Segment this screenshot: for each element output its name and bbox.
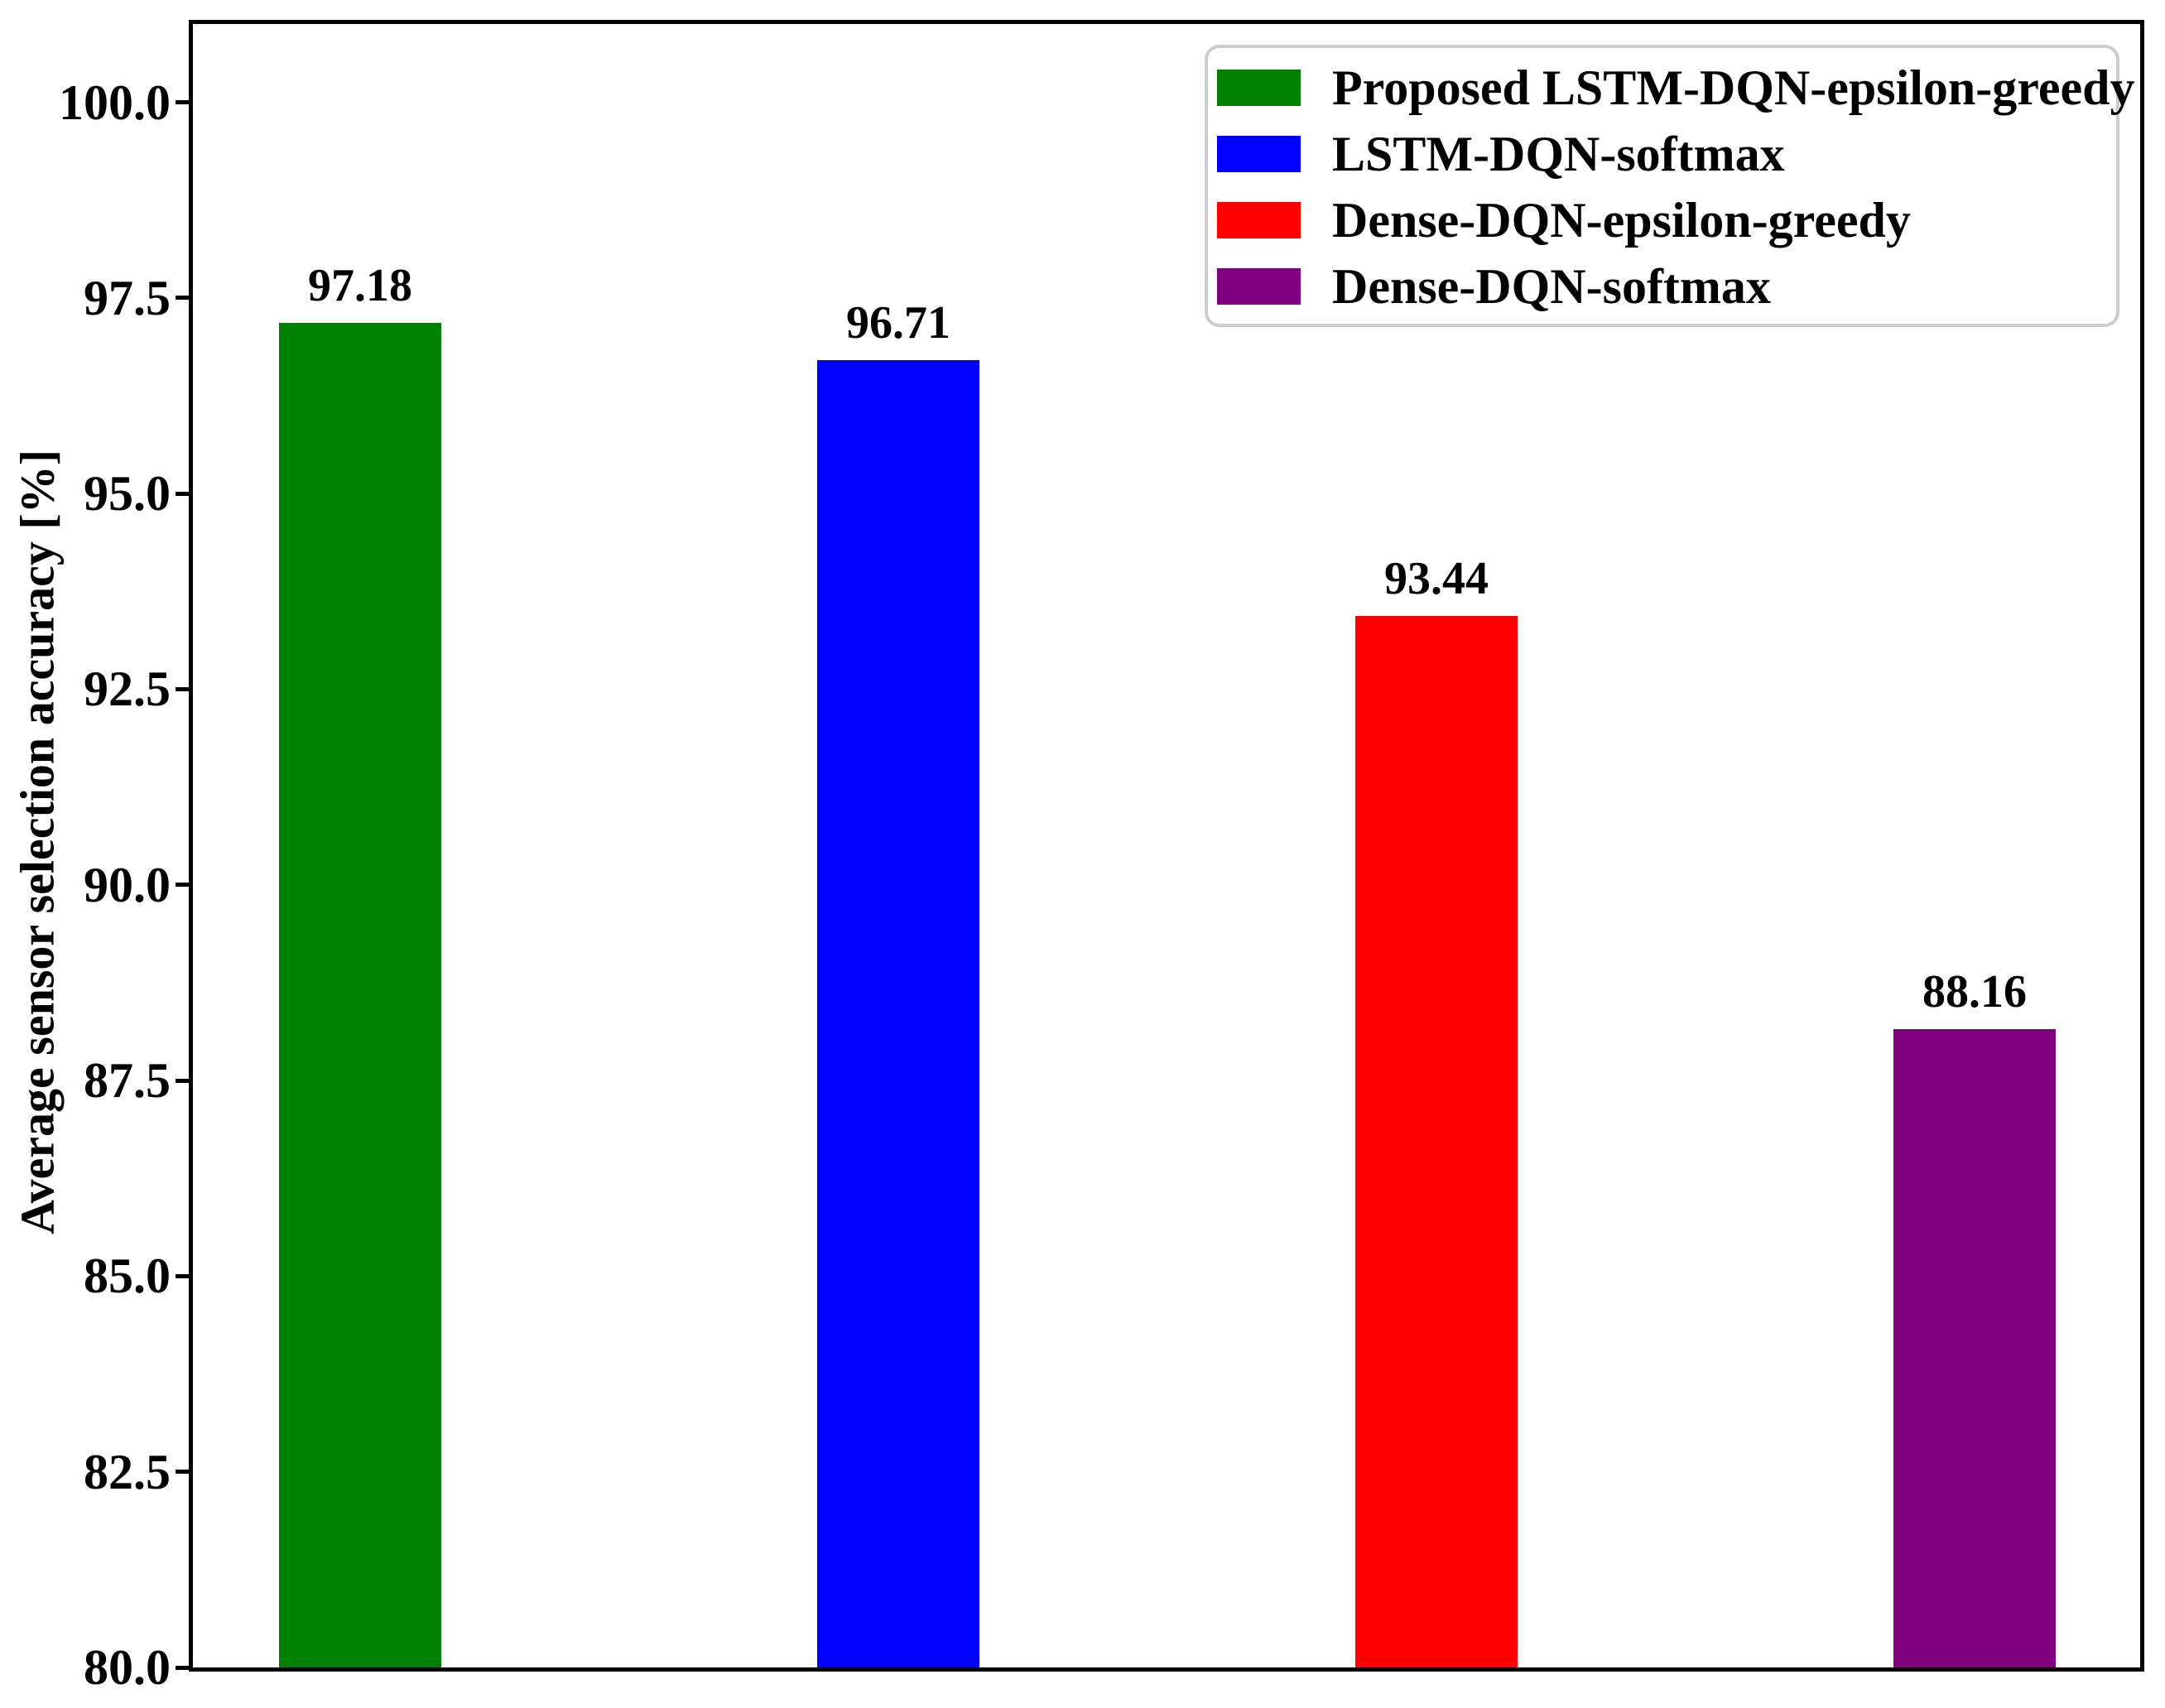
y-tick-label: 92.5 — [84, 662, 171, 717]
bar-dense-dqn-softmax — [1893, 1028, 2056, 1667]
y-tick-mark — [176, 1665, 189, 1670]
y-axis-title: Average sensor selection accuracy [%] — [10, 449, 65, 1235]
y-tick-label: 82.5 — [84, 1444, 171, 1499]
legend-label: Dense-DQN-epsilon-greedy — [1332, 193, 1911, 248]
bar-value-label: 88.16 — [1922, 965, 2027, 1018]
legend-item: Proposed LSTM-DQN-epsilon-greedy — [1217, 55, 2134, 121]
bar-proposed-lstm-dqn-epsilon-greedy — [279, 323, 441, 1667]
y-tick-label: 85.0 — [84, 1249, 171, 1304]
y-tick-mark — [176, 1273, 189, 1278]
bar-dense-dqn-epsilon-greedy — [1355, 615, 1518, 1667]
legend-label: Proposed LSTM-DQN-epsilon-greedy — [1332, 60, 2135, 115]
y-tick-mark — [176, 883, 189, 888]
legend-item: LSTM-DQN-softmax — [1217, 121, 2101, 187]
bar-value-label: 96.71 — [846, 296, 950, 349]
y-tick-mark — [176, 686, 189, 691]
legend-swatch-icon — [1217, 70, 1301, 106]
legend-swatch-icon — [1217, 136, 1301, 172]
legend-label: LSTM-DQN-softmax — [1332, 127, 1785, 181]
y-tick-label: 100.0 — [59, 75, 171, 130]
y-tick-label: 87.5 — [84, 1053, 171, 1109]
legend-item: Dense-DQN-softmax — [1217, 253, 2101, 320]
y-tick-label: 97.5 — [84, 270, 171, 325]
legend-label: Dense-DQN-softmax — [1332, 259, 1771, 314]
y-tick-mark — [176, 491, 189, 496]
legend-swatch-icon — [1217, 202, 1301, 238]
y-tick-label: 90.0 — [84, 857, 171, 912]
y-tick-label: 95.0 — [84, 466, 171, 522]
y-tick-mark — [176, 296, 189, 301]
legend: Proposed LSTM-DQN-epsilon-greedy LSTM-DQN… — [1205, 45, 2134, 327]
bar-value-label: 93.44 — [1384, 552, 1489, 604]
plot-area — [189, 20, 2144, 1672]
legend-item: Dense-DQN-epsilon-greedy — [1217, 187, 2101, 253]
y-tick-mark — [176, 100, 189, 105]
y-tick-mark — [176, 1078, 189, 1083]
bar-lstm-dqn-softmax — [817, 359, 979, 1667]
legend-swatch-icon — [1217, 268, 1301, 305]
y-tick-label: 80.0 — [84, 1640, 171, 1695]
y-tick-mark — [176, 1470, 189, 1475]
bar-value-label: 97.18 — [308, 260, 412, 312]
